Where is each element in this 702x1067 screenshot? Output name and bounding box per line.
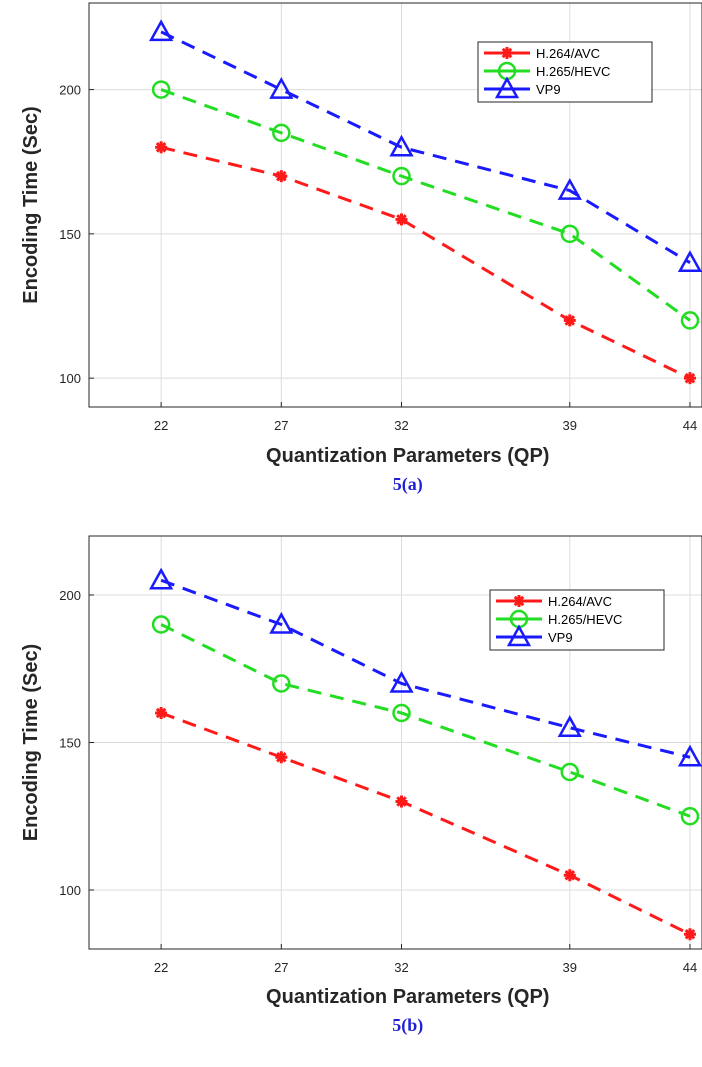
y-tick-label: 150 [59,736,81,751]
y-tick-label: 150 [59,227,81,242]
x-axis-label: Quantization Parameters (QP) [266,986,549,1008]
data-point-circle [680,311,700,330]
legend-entry: VP9 [484,76,561,99]
data-point-asterisk [275,751,288,764]
x-axis-label: Quantization Parameters (QP) [266,445,549,467]
x-tick-label: 27 [274,960,288,975]
data-point-circle [151,615,171,634]
series-group [148,567,702,941]
data-point-circle [392,166,411,186]
data-point-asterisk [683,372,696,385]
data-point-asterisk [395,795,408,808]
data-point-triangle [269,76,294,99]
data-point-triangle [557,177,582,200]
legend-marker-asterisk [501,47,513,59]
data-point-asterisk [683,928,696,941]
legend-label: H.265/HEVC [536,64,610,79]
data-point-circle [560,762,580,782]
data-point-triangle [148,567,174,590]
legend-entry: H.265/HEVC [484,61,610,81]
data-point-triangle [389,134,414,157]
data-point-asterisk [275,170,288,183]
tick-labels: 100 150 200 22 27 32 39 44 [59,588,697,975]
data-point-circle [392,703,411,723]
x-tick-label: 44 [683,418,697,433]
series-triangle [148,567,702,767]
data-point-triangle [557,715,582,737]
x-tick-label: 32 [394,960,408,975]
series-line [160,30,691,265]
x-tick-label: 44 [683,960,697,975]
legend: H.264/AVC H.265/HEVC VP9 [477,41,653,103]
legend-entry: VP9 [496,624,573,647]
x-tick-label: 27 [274,418,288,433]
y-tick-label: 200 [59,83,81,98]
y-tick-label: 200 [59,588,81,603]
legend-entry: H.264/AVC [484,46,600,61]
x-tick-label: 39 [563,960,577,975]
y-tick-label: 100 [59,371,81,386]
data-point-circle [272,123,291,143]
series-triangle [148,19,702,272]
data-point-asterisk [155,141,168,154]
data-point-asterisk [395,213,408,226]
legend-label: H.264/AVC [548,594,612,609]
data-point-triangle [677,250,702,272]
series-line [160,145,691,380]
data-point-circle [272,674,291,693]
x-tick-label: 22 [154,960,168,975]
figure-caption: 5(b) [392,1015,423,1036]
tick-labels: 100 150 200 22 27 32 39 44 [59,83,697,433]
series-line [160,88,691,322]
series-group [148,19,702,385]
series-line [160,623,691,818]
legend-label: VP9 [536,82,561,97]
legend-entry: H.265/HEVC [496,609,622,629]
data-point-circle [680,807,700,826]
legend-entry: H.264/AVC [496,594,612,609]
data-point-circle [151,80,171,99]
data-point-triangle [677,744,702,767]
data-point-circle [560,224,580,244]
x-tick-label: 32 [394,418,408,433]
figure-caption: 5(a) [393,474,423,495]
data-point-asterisk [563,314,576,327]
data-point-triangle [389,670,414,693]
legend-label: VP9 [548,630,573,645]
legend-marker-triangle [506,624,532,647]
plot-frame [88,2,702,408]
series-line [160,578,691,759]
y-axis-label: Encoding Time (Sec) [20,106,42,303]
y-axis-label: Encoding Time (Sec) [20,644,42,841]
legend-label: H.264/AVC [536,46,600,61]
series-circle [151,615,700,826]
data-point-triangle [269,611,294,634]
series-asterisk [155,141,696,385]
x-tick-label: 22 [154,418,168,433]
data-point-asterisk [155,707,168,719]
x-tick-label: 39 [563,418,577,433]
data-point-asterisk [563,869,576,882]
y-tick-label: 100 [59,883,81,898]
legend: H.264/AVC H.265/HEVC VP9 [489,589,665,651]
series-asterisk [155,707,696,941]
legend-label: H.265/HEVC [548,612,622,627]
data-point-triangle [148,19,174,42]
legend-marker-asterisk [513,595,525,607]
series-circle [151,80,700,330]
legend-marker-triangle [494,76,520,99]
